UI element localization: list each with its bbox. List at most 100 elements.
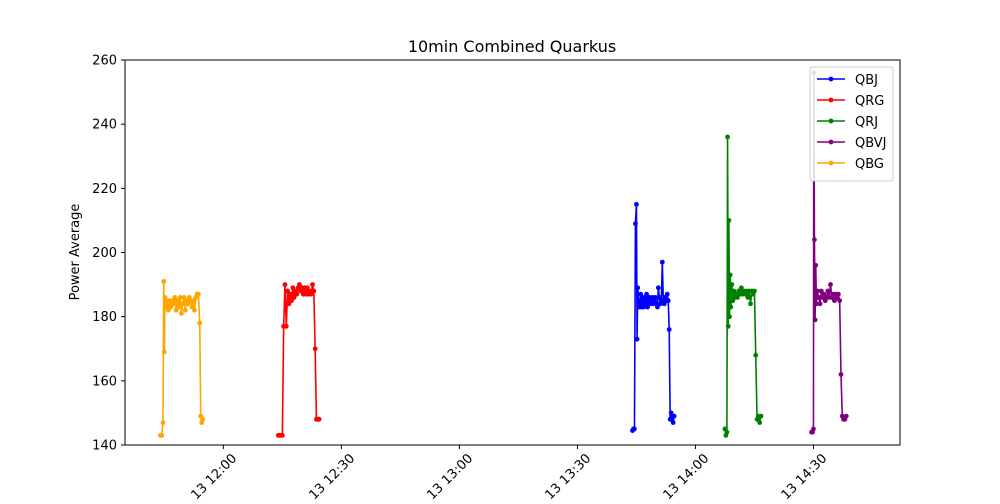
y-axis-label: Power Average [68,204,83,301]
data-point-qrg [312,346,318,352]
data-point-qbj [655,304,660,310]
data-point-qbj [655,285,661,291]
data-point-qbg [177,295,183,300]
data-point-qbj [635,285,641,291]
legend-marker-qrj [828,118,834,124]
data-point-qbvj [825,288,831,294]
data-point-qrg [297,282,302,287]
data-point-qrj [758,413,764,419]
data-point-qbvj [814,288,820,294]
data-point-qrj [748,301,753,307]
y-tick-label: 180 [92,310,117,325]
legend-marker-qbj [828,76,834,82]
legend-marker-qrg [828,97,834,103]
legend-label-qrj: QRJ [855,115,878,130]
data-point-qbg [165,307,171,313]
data-point-qbg [171,301,176,307]
data-point-qrj [738,285,744,291]
x-tick-label: 13 12:30 [306,451,358,500]
data-point-qbj [634,336,640,342]
data-point-qbg [185,301,191,307]
data-point-qrj [753,352,759,358]
data-point-qbj [645,304,650,310]
data-point-qrg [290,285,296,291]
data-point-qbvj [843,413,849,419]
data-point-qrj [728,304,734,310]
x-tick-label: 13 14:00 [661,451,713,500]
data-point-qbg [168,304,174,310]
data-point-qbg [161,349,167,355]
data-point-qbg [176,304,182,310]
data-point-qbj [665,298,671,304]
x-tick-label: 13 14:30 [779,451,831,500]
data-point-qbvj [814,301,819,307]
legend-label-qrg: QRG [855,94,884,109]
data-point-qrj [724,429,730,435]
data-point-qbvj [828,282,833,287]
data-point-qbvj [816,295,822,300]
data-point-qbg [178,311,184,316]
data-point-qrg [289,298,294,304]
series-line-qrg [278,283,320,437]
data-point-qbg [190,298,196,304]
data-point-qrj [727,272,733,278]
legend: QBJ QRG QRJ QBVJ QBG [809,66,894,182]
data-point-qrg [287,291,293,297]
y-tick-label: 240 [92,118,117,133]
data-point-qbj [636,298,642,304]
data-point-qbj [644,291,649,297]
data-point-qbg [181,295,187,300]
data-point-qbvj [832,298,837,304]
data-point-qbg [196,291,201,297]
data-point-qbj [632,426,637,432]
data-point-qrg [291,295,297,300]
data-point-qrg [308,291,314,297]
data-point-qrg [285,288,291,294]
legend-marker-qbvj [828,139,834,145]
data-point-qbg [192,307,197,313]
data-point-qrj [725,134,730,140]
y-tick-label: 260 [92,54,117,69]
y-tick-label: 200 [92,246,117,261]
data-point-qbj [653,295,658,300]
data-point-qbj [664,291,670,297]
legend-label-qbj: QBJ [855,73,878,88]
data-point-qbg [159,432,165,438]
chart-title: 10min Combined Quarkus [408,37,616,56]
data-point-qbg [200,416,206,422]
data-point-qrj [727,314,732,320]
data-point-qrj [729,282,735,287]
data-point-qbvj [817,301,823,307]
x-tick-label: 13 13:00 [425,451,477,500]
data-point-qrj [745,295,751,300]
data-point-qrj [725,323,731,329]
data-point-qrj [734,295,740,300]
data-point-qbj [634,201,639,207]
data-point-qbg [172,295,178,300]
data-point-qbg [160,420,166,425]
plot-layer: 140 160 180 200 220 240 260 13 12:00 13 12:30 13 … [92,54,901,503]
data-point-qbg [175,298,180,304]
data-point-qbvj [837,298,843,304]
data-point-qrg [279,432,285,438]
data-point-qbg [197,320,203,326]
data-point-qbvj [812,237,817,243]
x-tick-label: 13 13:30 [543,451,595,500]
data-point-qbj [659,259,665,265]
data-point-qbvj [835,291,841,297]
data-point-qbj [633,221,638,227]
data-point-qrg [286,301,292,307]
series-line-qbj [631,203,675,431]
axes-frame [124,59,901,446]
data-point-qbj [668,410,674,416]
data-point-qbj [671,413,677,419]
data-point-qbg [161,278,167,284]
y-tick-label: 140 [92,439,117,454]
data-point-qrg [310,282,315,287]
data-point-qbj [666,327,672,332]
y-tick-label: 160 [92,374,117,389]
data-point-qrg [311,288,317,294]
data-point-qbj [670,420,676,425]
